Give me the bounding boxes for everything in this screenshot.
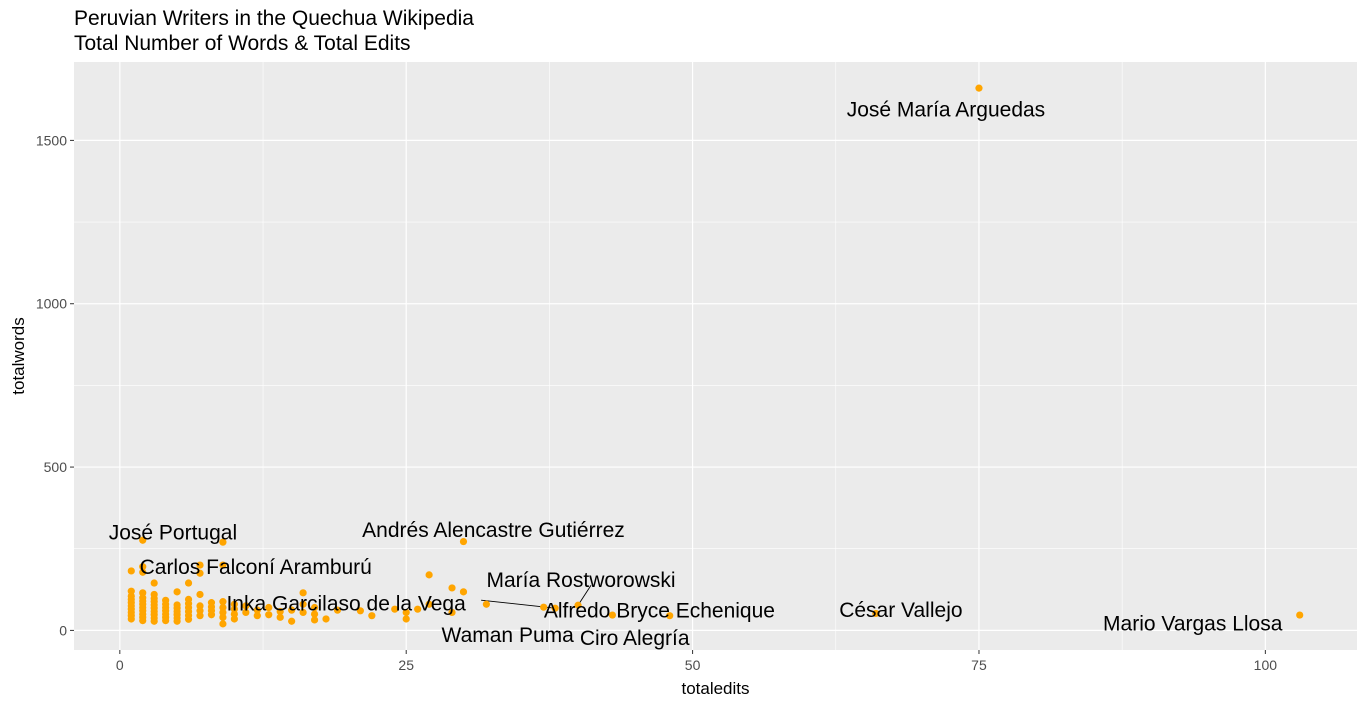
- data-point: [127, 567, 135, 575]
- data-point: [150, 617, 158, 625]
- x-tick-label: 100: [1254, 657, 1278, 673]
- data-point: [333, 606, 342, 614]
- y-tick-label: 1500: [36, 132, 67, 148]
- data-point: [448, 608, 456, 617]
- data-point: [127, 615, 135, 623]
- data-point: [173, 617, 181, 625]
- data-point: [482, 600, 490, 608]
- labeled-data-point: [540, 603, 548, 611]
- data-point: [276, 607, 284, 616]
- data-point: [276, 613, 284, 621]
- x-tick-label: 25: [398, 657, 414, 673]
- labeled-data-point: [551, 604, 559, 612]
- data-points: [127, 84, 1304, 628]
- data-point: [448, 584, 456, 592]
- data-point: [253, 612, 261, 620]
- data-point: [265, 603, 273, 612]
- point-labels: José María Arguedas Mario Vargas Llosa Cés…: [109, 99, 1283, 651]
- labeled-data-point: [139, 536, 147, 544]
- x-axis-title: totaledits: [681, 679, 749, 698]
- point-label: Ciro Alegría: [580, 627, 690, 650]
- data-point: [196, 561, 204, 569]
- data-point: [207, 611, 216, 619]
- data-point: [402, 615, 410, 623]
- y-tick-label: 0: [59, 622, 67, 638]
- data-point: [310, 610, 319, 618]
- x-tick-label: 50: [685, 657, 701, 673]
- chart-subtitle: Total Number of Words & Total Edits: [74, 32, 411, 55]
- data-point: [219, 598, 227, 606]
- point-label: Inka Garcilaso de la Vega: [226, 593, 466, 616]
- data-point: [322, 615, 330, 623]
- data-point: [391, 605, 399, 613]
- x-tick-label: 0: [116, 657, 124, 673]
- data-point: [299, 608, 307, 617]
- axes: 0 25 50 75 100050010001500totaleditstotalwor…: [9, 132, 1277, 698]
- data-point: [414, 605, 422, 613]
- point-label: Mario Vargas Llosa: [1103, 613, 1283, 636]
- data-point: [162, 617, 170, 625]
- chart-title: Peruvian Writers in the Quechua Wikipedi…: [74, 7, 474, 30]
- point-label: Waman Puma: [442, 624, 575, 647]
- point-label: José María Arguedas: [847, 99, 1045, 122]
- labeled-data-point: [219, 538, 227, 546]
- data-point: [219, 613, 227, 621]
- data-point: [299, 600, 307, 608]
- y-tick-label: 1000: [36, 296, 67, 312]
- point-label: César Vallejo: [839, 599, 962, 622]
- data-point: [299, 589, 307, 597]
- point-label: Carlos Falconí Aramburú: [140, 556, 372, 579]
- data-point: [425, 600, 433, 608]
- x-tick-label: 75: [971, 657, 987, 673]
- labeled-data-point: [459, 537, 468, 546]
- data-point: [368, 612, 376, 620]
- data-point: [184, 615, 193, 623]
- y-axis-title: totalwords: [9, 317, 28, 394]
- panel-background: [74, 62, 1357, 650]
- data-point: [425, 571, 433, 579]
- point-label: José Portugal: [109, 522, 237, 545]
- labeled-data-point: [1296, 611, 1304, 619]
- data-point: [150, 579, 158, 587]
- point-label: Alfredo Bryce Echenique: [544, 600, 775, 623]
- data-point: [242, 608, 250, 617]
- grid-lines: [74, 62, 1357, 650]
- data-point: [288, 617, 296, 625]
- data-point: [253, 606, 261, 614]
- label-connector: [577, 585, 592, 606]
- labeled-data-point: [574, 601, 582, 609]
- data-point: [196, 612, 204, 620]
- labeled-data-point: [975, 84, 983, 92]
- data-point: [196, 590, 204, 599]
- data-point: [265, 611, 273, 619]
- data-point: [288, 606, 296, 614]
- labeled-data-point: [608, 611, 617, 619]
- plot-panel: [74, 62, 1357, 650]
- data-point: [219, 561, 227, 569]
- labeled-data-point: [872, 609, 880, 618]
- data-point: [139, 617, 147, 625]
- data-point: [196, 569, 204, 577]
- data-point: [173, 588, 181, 596]
- labeled-data-point: [666, 612, 674, 620]
- data-point: [139, 563, 147, 571]
- data-point: [184, 579, 193, 587]
- data-point: [242, 602, 250, 610]
- data-point: [139, 568, 147, 576]
- data-point: [356, 607, 364, 615]
- y-tick-label: 500: [44, 459, 68, 475]
- data-point: [230, 615, 238, 623]
- data-point: [310, 603, 319, 612]
- data-point: [219, 620, 227, 628]
- point-label: María Rostworowski: [487, 569, 676, 592]
- data-point: [402, 608, 410, 617]
- data-point: [459, 588, 468, 596]
- data-point: [310, 616, 319, 624]
- point-label: Andrés Alencastre Gutiérrez: [362, 519, 625, 542]
